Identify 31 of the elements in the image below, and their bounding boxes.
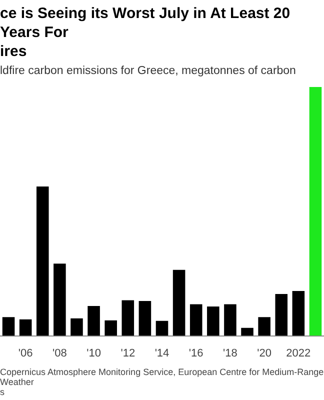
x-tick-label: '20 bbox=[257, 347, 272, 360]
bar bbox=[258, 317, 270, 336]
bar bbox=[309, 87, 322, 336]
bar bbox=[122, 300, 134, 336]
bar bbox=[224, 304, 236, 336]
bar bbox=[138, 300, 152, 336]
bar bbox=[104, 320, 117, 336]
bar bbox=[292, 291, 305, 336]
x-tick-label: 2022 bbox=[286, 347, 311, 360]
bar bbox=[70, 318, 83, 336]
bar bbox=[207, 306, 220, 336]
bar bbox=[19, 319, 32, 336]
bar bbox=[54, 264, 66, 336]
bar bbox=[241, 328, 254, 336]
bar bbox=[36, 186, 49, 336]
x-tick-label: '06 bbox=[18, 347, 33, 360]
bar bbox=[88, 306, 100, 336]
x-tick-label: '18 bbox=[223, 347, 238, 360]
bar bbox=[190, 304, 202, 336]
chart-title: ce is Seeing its Worst July in At Least 20 Years For ires bbox=[0, 4, 292, 61]
chart-subtitle: ldfire carbon emissions for Greece, megatonnes of carbon bbox=[0, 65, 297, 77]
bar bbox=[172, 270, 186, 336]
x-tick-label: '14 bbox=[154, 347, 170, 360]
x-tick-label: '10 bbox=[86, 347, 101, 360]
text: Copernicus Atmosphere Monitoring Service, European Centre for Medium-Range Weather s bbox=[0, 367, 324, 397]
x-tick-label: '08 bbox=[52, 347, 67, 360]
bar bbox=[2, 317, 15, 336]
x-tick-label: '12 bbox=[120, 347, 136, 360]
x-tick-label: '16 bbox=[188, 347, 204, 360]
bar bbox=[156, 320, 168, 336]
bar bbox=[275, 294, 288, 336]
